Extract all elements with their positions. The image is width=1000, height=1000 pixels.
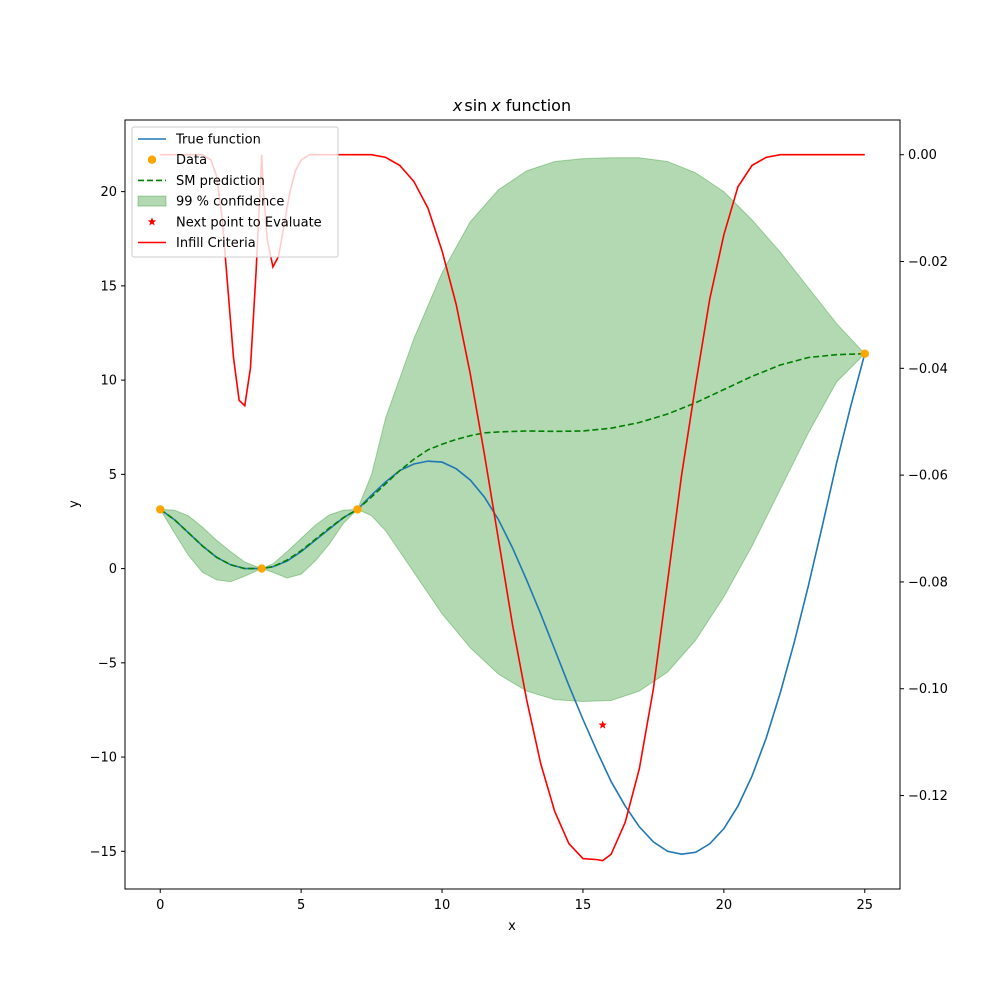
- legend-label: 99 % confidence: [176, 195, 284, 210]
- y2-tick-label: −0.08: [908, 575, 948, 590]
- x-axis-label: x: [508, 919, 516, 934]
- legend-label: Data: [176, 153, 207, 168]
- legend: True function Data SM prediction 99 % confi…: [131, 126, 339, 258]
- chart-title: x sin x function: [452, 96, 571, 115]
- y-tick-label: 5: [109, 468, 117, 483]
- y2-tick-label: −0.02: [908, 255, 948, 270]
- y-tick-label: −15: [90, 845, 117, 860]
- legend-label: True function: [175, 133, 261, 148]
- axes-frame: [124, 119, 901, 890]
- next-point-marker: [598, 720, 607, 729]
- x-tick-label: 15: [575, 898, 592, 913]
- y-axis: −15 −10 −5 0 5 10 15 20: [90, 185, 125, 860]
- y2-tick-label: −0.04: [908, 362, 948, 377]
- x-tick-label: 0: [156, 898, 164, 913]
- infill-criteria-line: [160, 153, 865, 862]
- y-axis-label: y: [67, 500, 82, 508]
- data-point: [156, 505, 165, 514]
- y2-tick-label: −0.06: [908, 469, 948, 484]
- data-point: [353, 505, 362, 514]
- legend-box: [131, 126, 339, 258]
- legend-handle: [137, 195, 167, 207]
- y-tick-label: −10: [90, 751, 117, 766]
- x-tick-label: 10: [434, 898, 451, 913]
- x-axis: 0 5 10 15 20 25: [156, 889, 873, 913]
- x-tick-label: 5: [297, 898, 305, 913]
- y-tick-label: 0: [109, 562, 117, 577]
- legend-handle: [147, 217, 157, 226]
- y2-axis: 0.00 −0.02 −0.04 −0.06 −0.08 −0.10 −0.12: [900, 148, 948, 804]
- y2-tick-label: 0.00: [908, 148, 937, 163]
- y2-tick-label: −0.10: [908, 682, 948, 697]
- legend-handle: [147, 155, 157, 164]
- y-tick-label: 15: [100, 279, 117, 294]
- x-tick-label: 20: [716, 898, 733, 913]
- legend-label: Next point to Evaluate: [176, 215, 322, 230]
- y-tick-label: 20: [100, 185, 117, 200]
- plot-area: [156, 153, 869, 862]
- legend-label: SM prediction: [176, 174, 265, 189]
- y-tick-label: 10: [100, 374, 117, 389]
- y2-tick-label: −0.12: [908, 789, 948, 804]
- sm-prediction-line: [159, 352, 865, 570]
- y-tick-label: −5: [98, 656, 117, 671]
- legend-label: Infill Criteria: [176, 236, 256, 251]
- x-tick-label: 25: [856, 898, 873, 913]
- data-point: [257, 564, 266, 573]
- data-point: [860, 349, 869, 358]
